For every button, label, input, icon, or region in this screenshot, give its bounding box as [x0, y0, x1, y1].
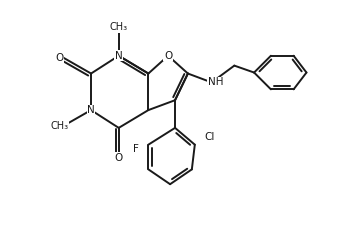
- Text: NH: NH: [208, 77, 223, 88]
- Text: N: N: [115, 51, 122, 61]
- Text: F: F: [132, 144, 139, 154]
- Text: N: N: [87, 105, 95, 115]
- Text: O: O: [55, 53, 64, 63]
- Text: Cl: Cl: [205, 132, 215, 142]
- Text: CH₃: CH₃: [110, 22, 128, 32]
- Text: CH₃: CH₃: [50, 121, 68, 131]
- Text: O: O: [164, 51, 172, 61]
- Text: O: O: [115, 153, 123, 163]
